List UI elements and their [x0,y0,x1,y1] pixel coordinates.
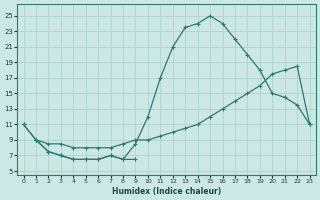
X-axis label: Humidex (Indice chaleur): Humidex (Indice chaleur) [112,187,221,196]
